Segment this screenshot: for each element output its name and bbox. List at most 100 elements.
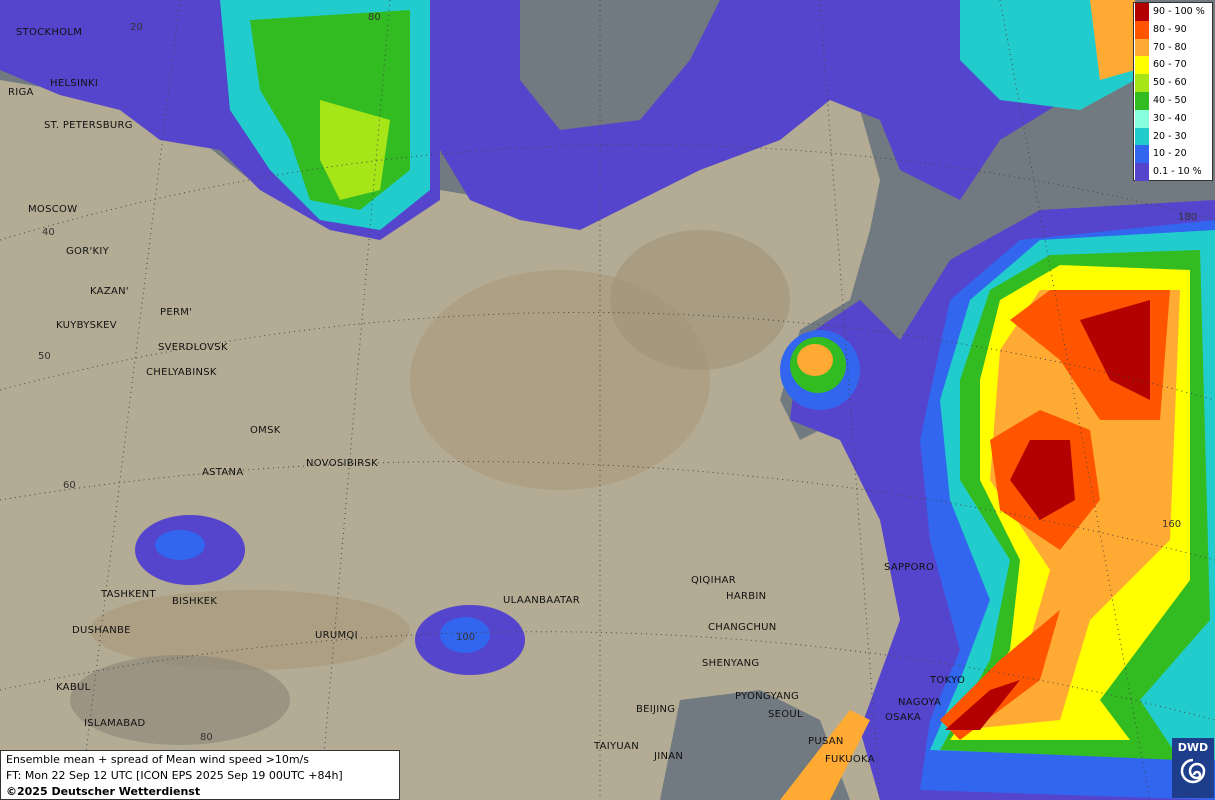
caption-line: Ensemble mean + spread of Mean wind spee… (6, 753, 309, 766)
city-label: TAIYUAN (594, 741, 639, 752)
legend-swatch (1135, 145, 1149, 164)
caption-box: Ensemble mean + spread of Mean wind spee… (0, 750, 400, 800)
terrain (610, 230, 790, 370)
legend-swatch (1135, 3, 1149, 21)
city-label: OSAKA (885, 712, 921, 723)
legend-item: 10 - 20 (1134, 145, 1212, 164)
city-label: CHANGCHUN (708, 622, 777, 633)
wind-area (1080, 300, 1150, 400)
legend-item: 30 - 40 (1134, 109, 1212, 128)
legend-label: 20 - 30 (1153, 130, 1187, 142)
city-label: OMSK (250, 425, 281, 436)
city-label: RIGA (8, 87, 34, 98)
sea (520, 0, 720, 130)
grid-label: 80 (368, 12, 381, 23)
city-label: HARBIN (726, 591, 767, 602)
legend: 90 - 100 % 80 - 90 70 - 80 60 - 70 50 - 60 40… (1133, 2, 1213, 181)
city-label: SVERDLOVSK (158, 342, 228, 353)
city-label: NOVOSIBIRSK (306, 458, 378, 469)
legend-item: 80 - 90 (1134, 20, 1212, 39)
legend-swatch (1135, 56, 1149, 75)
city-label: STOCKHOLM (16, 27, 83, 38)
wind-area (155, 530, 205, 560)
city-label: ULAANBAATAR (503, 595, 581, 606)
legend-swatch (1135, 92, 1149, 110)
legend-item: 60 - 70 (1134, 56, 1212, 75)
wind-area (940, 610, 1060, 740)
city-label: PERM' (160, 307, 193, 318)
legend-item: 20 - 30 (1134, 127, 1212, 146)
city-label: JINAN (654, 751, 684, 762)
city-label: GOR'KIY (66, 246, 110, 257)
legend-swatch (1135, 109, 1149, 128)
city-label: SEOUL (768, 709, 803, 720)
city-label: KUYBYSKEV (56, 320, 117, 331)
logo-text: DWD (1177, 741, 1209, 754)
wind-area (797, 344, 833, 376)
legend-item: 70 - 80 (1134, 38, 1212, 57)
city-label: PYONGYANG (735, 691, 800, 702)
city-label: MOSCOW (28, 204, 78, 215)
city-label: BISHKEK (172, 596, 218, 607)
legend-label: 0.1 - 10 % (1153, 166, 1202, 178)
city-label: HELSINKI (50, 78, 99, 89)
grid-label: 180 (1178, 212, 1198, 223)
grid-label: 80 (200, 732, 213, 743)
legend-label: 80 - 90 (1153, 23, 1187, 35)
logo-icon (1180, 758, 1206, 784)
terrain (70, 655, 290, 745)
grid-label: 50 (38, 351, 51, 362)
city-label: SAPPORO (884, 562, 935, 573)
legend-label: 90 - 100 % (1153, 6, 1205, 17)
city-label: ST. PETERSBURG (44, 120, 133, 131)
city-label: SHENYANG (702, 658, 760, 669)
city-label: FUKUOKA (825, 754, 875, 765)
wind-area (780, 710, 870, 800)
grid-label: 100 (456, 632, 476, 643)
copyright: ©2025 Deutscher Wetterdienst (6, 785, 201, 798)
grid-label: 20 (130, 22, 143, 33)
legend-swatch (1135, 74, 1149, 92)
wind-area (1010, 440, 1075, 520)
grid-label: 60 (63, 480, 76, 491)
legend-swatch (1135, 38, 1149, 57)
legend-swatch (1135, 20, 1149, 39)
city-label: PUSAN (808, 736, 844, 747)
city-label: BEIJING (636, 704, 676, 715)
city-label: CHELYABINSK (146, 367, 217, 378)
city-label: NAGOYA (898, 697, 942, 708)
grid-label: 160 (1162, 519, 1182, 530)
caption-line: FT: Mon 22 Sep 12 UTC [ICON EPS 2025 Sep… (6, 769, 343, 782)
wind-area (1090, 0, 1135, 80)
city-label: KAZAN' (90, 286, 129, 297)
city-label: URUMQI (315, 630, 358, 641)
city-label: QIQIHAR (691, 575, 737, 586)
legend-label: 60 - 70 (1153, 59, 1187, 71)
legend-label: 40 - 50 (1153, 95, 1187, 106)
legend-label: 70 - 80 (1153, 41, 1187, 53)
city-label: TOKYO (930, 675, 966, 686)
legend-item: 90 - 100 % (1134, 3, 1212, 21)
city-label: DUSHANBE (72, 625, 131, 636)
wind-area (440, 617, 490, 653)
legend-swatch (1135, 163, 1149, 181)
city-label: KABUL (56, 682, 91, 693)
grid-label: 40 (42, 227, 55, 238)
legend-swatch (1135, 127, 1149, 146)
city-label: TASHKENT (101, 589, 156, 600)
legend-item: 0.1 - 10 % (1134, 163, 1212, 181)
legend-label: 30 - 40 (1153, 112, 1187, 124)
city-label: ASTANA (202, 467, 244, 478)
legend-item: 50 - 60 (1134, 74, 1212, 92)
city-label: ISLAMABAD (84, 718, 146, 729)
logo: DWD (1172, 738, 1214, 798)
terrain (90, 590, 410, 670)
wind-area (320, 100, 390, 200)
wind-area (945, 680, 1020, 730)
legend-label: 10 - 20 (1153, 148, 1187, 160)
legend-label: 50 - 60 (1153, 77, 1187, 89)
legend-item: 40 - 50 (1134, 92, 1212, 110)
